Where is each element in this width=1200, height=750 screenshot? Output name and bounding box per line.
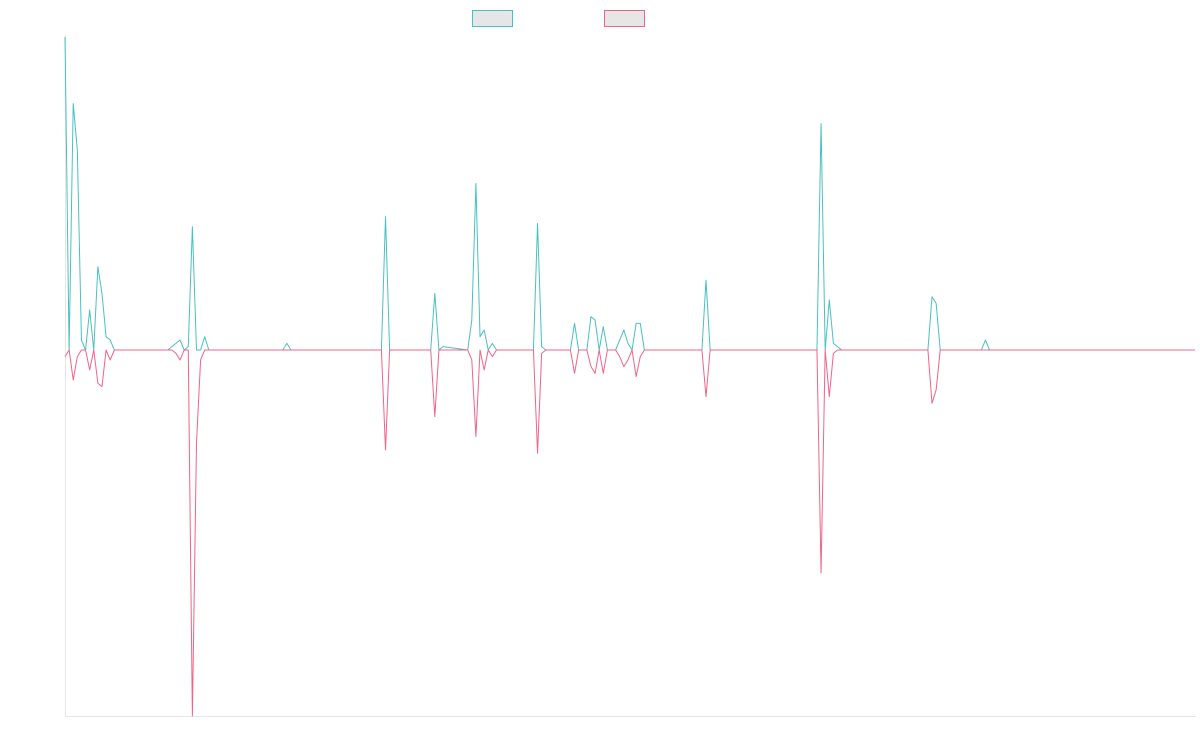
series-line-1 [64,36,1195,351]
series-group [64,36,1195,717]
legend-swatch-2[interactable] [604,10,645,27]
series-line-2 [64,349,1195,717]
legend [472,10,645,27]
axes [65,35,1196,717]
legend-swatch-1[interactable] [472,10,513,27]
